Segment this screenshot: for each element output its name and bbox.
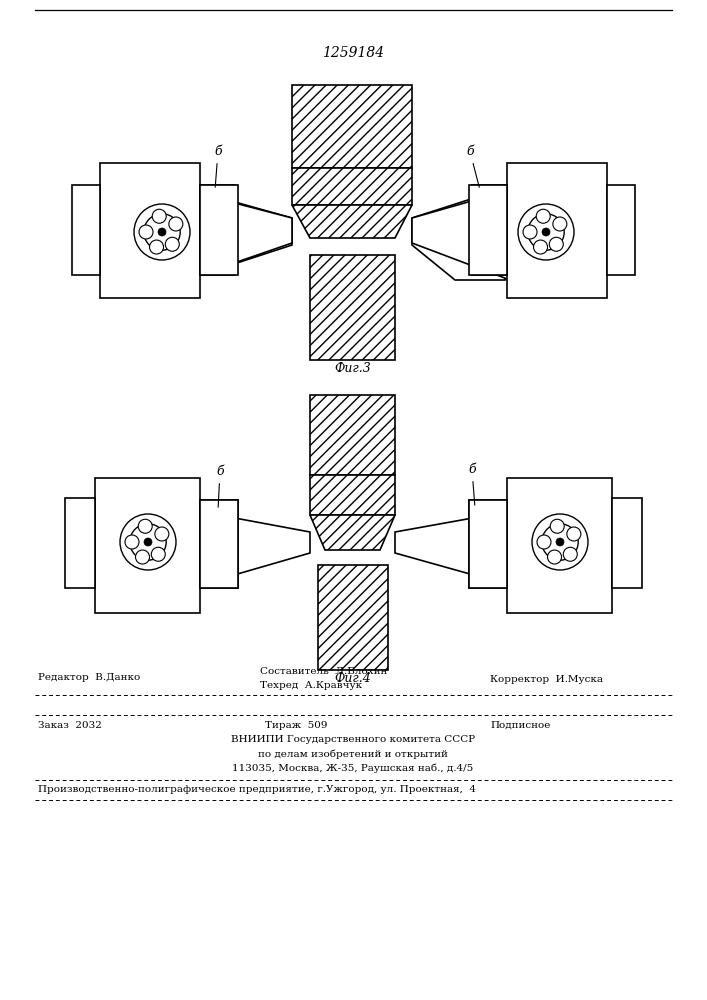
Text: Тираж  509: Тираж 509	[265, 720, 327, 730]
Text: по делам изобретений и открытий: по делам изобретений и открытий	[258, 749, 448, 759]
Polygon shape	[200, 500, 238, 588]
Polygon shape	[310, 515, 395, 550]
Polygon shape	[160, 188, 292, 280]
Circle shape	[549, 237, 563, 251]
Circle shape	[152, 209, 166, 223]
Polygon shape	[292, 85, 412, 168]
Circle shape	[165, 237, 180, 251]
Polygon shape	[65, 498, 95, 588]
Polygon shape	[469, 500, 507, 588]
Circle shape	[158, 228, 166, 236]
Circle shape	[563, 547, 578, 561]
Text: б: б	[216, 465, 224, 507]
Polygon shape	[607, 185, 635, 275]
Circle shape	[125, 535, 139, 549]
Circle shape	[547, 550, 561, 564]
Text: Составитель  Л.Блохин: Составитель Л.Блохин	[260, 668, 387, 676]
Circle shape	[169, 217, 183, 231]
Circle shape	[536, 209, 550, 223]
Circle shape	[534, 240, 547, 254]
Polygon shape	[200, 185, 235, 275]
Text: Заказ  2032: Заказ 2032	[38, 720, 102, 730]
Text: Корректор  И.Муска: Корректор И.Муска	[490, 674, 603, 684]
Polygon shape	[200, 500, 238, 588]
Polygon shape	[310, 255, 395, 360]
Polygon shape	[469, 185, 507, 275]
Text: б: б	[214, 145, 222, 187]
Circle shape	[144, 538, 152, 546]
Text: Редактор  В.Данко: Редактор В.Данко	[38, 674, 140, 682]
Circle shape	[149, 240, 163, 254]
Polygon shape	[472, 185, 507, 275]
Polygon shape	[507, 163, 607, 298]
Text: 113035, Москва, Ж-35, Раушская наб., д.4/5: 113035, Москва, Ж-35, Раушская наб., д.4…	[233, 763, 474, 773]
Text: 1259184: 1259184	[322, 46, 384, 60]
Text: Фиг.4: Фиг.4	[334, 672, 371, 684]
Circle shape	[523, 225, 537, 239]
Polygon shape	[292, 205, 412, 238]
Circle shape	[567, 527, 581, 541]
Circle shape	[139, 519, 152, 533]
Polygon shape	[318, 565, 388, 670]
Circle shape	[139, 225, 153, 239]
Text: б: б	[468, 463, 476, 505]
Text: Техред  А.Кравчук: Техред А.Кравчук	[260, 682, 362, 690]
Polygon shape	[469, 500, 507, 588]
Polygon shape	[200, 185, 238, 275]
Polygon shape	[185, 190, 292, 280]
Polygon shape	[310, 475, 395, 515]
Circle shape	[136, 550, 149, 564]
Circle shape	[550, 519, 564, 533]
Circle shape	[537, 535, 551, 549]
Polygon shape	[165, 505, 310, 595]
Circle shape	[556, 538, 564, 546]
Text: Фиг.3: Фиг.3	[334, 361, 371, 374]
Circle shape	[155, 527, 169, 541]
Polygon shape	[95, 478, 200, 613]
Text: ВНИИПИ Государственного комитета СССР: ВНИИПИ Государственного комитета СССР	[231, 736, 475, 744]
Polygon shape	[412, 190, 510, 280]
Polygon shape	[412, 188, 505, 280]
Polygon shape	[507, 478, 612, 613]
Polygon shape	[395, 505, 545, 595]
Polygon shape	[310, 395, 395, 475]
Text: Подписное: Подписное	[490, 720, 550, 730]
Circle shape	[151, 547, 165, 561]
Circle shape	[553, 217, 567, 231]
Polygon shape	[292, 168, 412, 205]
Polygon shape	[612, 498, 642, 588]
Circle shape	[542, 228, 550, 236]
Text: Производственно-полиграфическое предприятие, г.Ужгород, ул. Проектная,  4: Производственно-полиграфическое предприя…	[38, 786, 476, 794]
Polygon shape	[100, 163, 200, 298]
Text: б: б	[466, 145, 479, 187]
Polygon shape	[72, 185, 100, 275]
